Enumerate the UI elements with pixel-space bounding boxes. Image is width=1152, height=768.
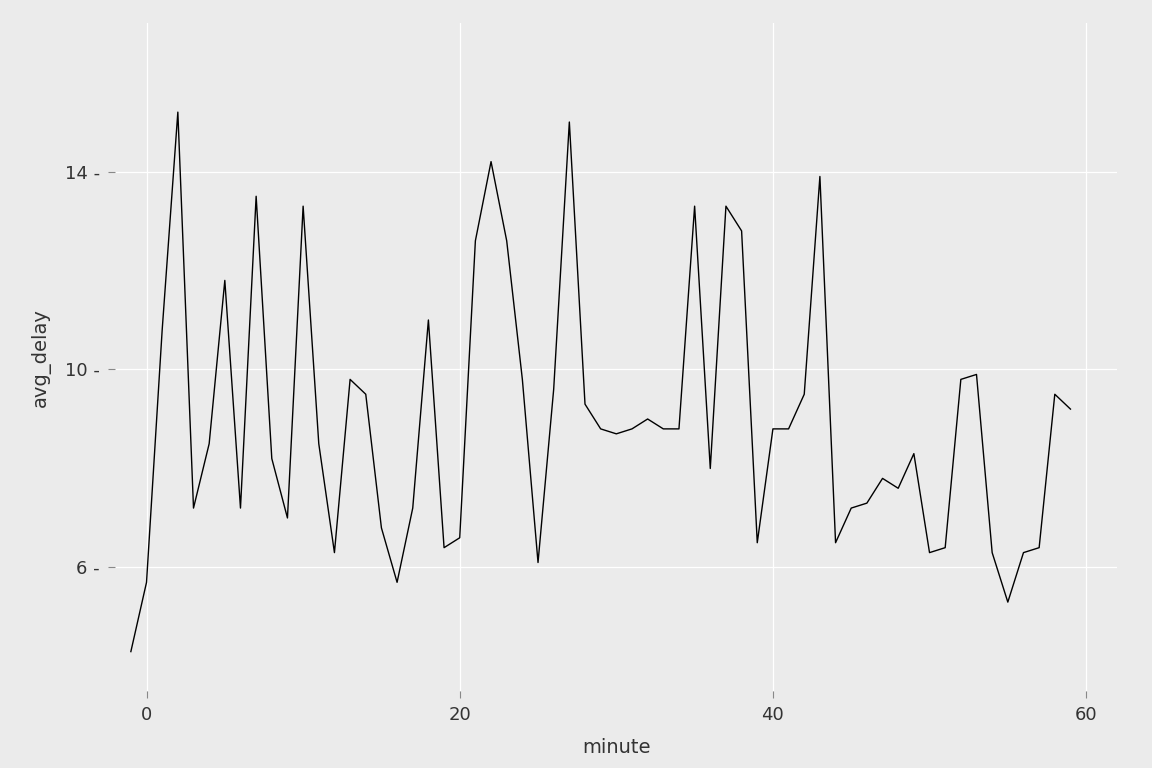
X-axis label: minute: minute xyxy=(582,738,651,757)
Y-axis label: avg_delay: avg_delay xyxy=(31,308,51,406)
